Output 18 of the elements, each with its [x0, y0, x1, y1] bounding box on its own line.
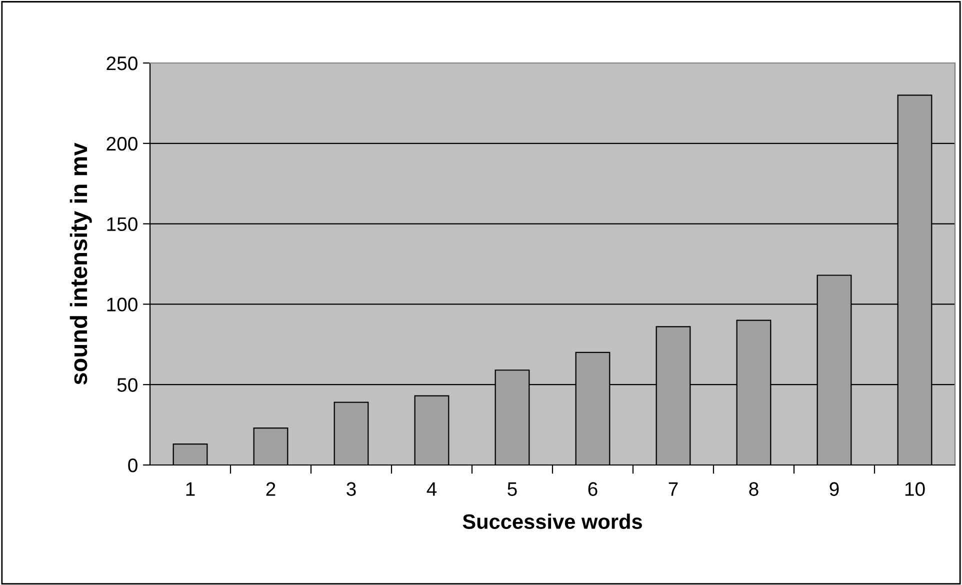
x-tick-label: 3 [346, 482, 356, 496]
y-tick-label: 100 [107, 298, 138, 312]
x-tick-label: 2 [266, 482, 276, 496]
x-tick-label: 4 [426, 482, 437, 496]
x-tick-label: 6 [588, 482, 598, 496]
y-axis-title: sound intensity in mv [70, 142, 92, 385]
x-tick-label: 9 [830, 482, 839, 496]
y-tick-label: 200 [106, 136, 138, 151]
y-tick-label: 50 [117, 378, 138, 392]
y-tick-label: 0 [128, 458, 138, 472]
y-tick-label: 150 [107, 217, 138, 232]
x-axis-title: Successive words [462, 514, 642, 529]
y-tick-label: 250 [106, 56, 138, 70]
x-tick-label: 7 [668, 482, 678, 496]
x-tick-label: 1 [186, 482, 195, 496]
x-tick-label: 5 [508, 482, 517, 496]
x-tick-label: 10 [905, 482, 925, 496]
x-tick-label: 8 [749, 482, 758, 496]
